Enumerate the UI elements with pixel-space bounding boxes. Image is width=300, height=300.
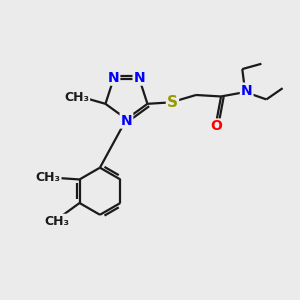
Text: O: O	[211, 119, 223, 134]
Text: S: S	[167, 95, 178, 110]
Text: CH₃: CH₃	[64, 92, 89, 104]
Text: CH₃: CH₃	[35, 172, 61, 184]
Text: CH₃: CH₃	[44, 215, 69, 228]
Text: N: N	[134, 71, 145, 85]
Text: N: N	[108, 71, 119, 85]
Text: N: N	[241, 84, 253, 98]
Text: N: N	[121, 114, 132, 128]
